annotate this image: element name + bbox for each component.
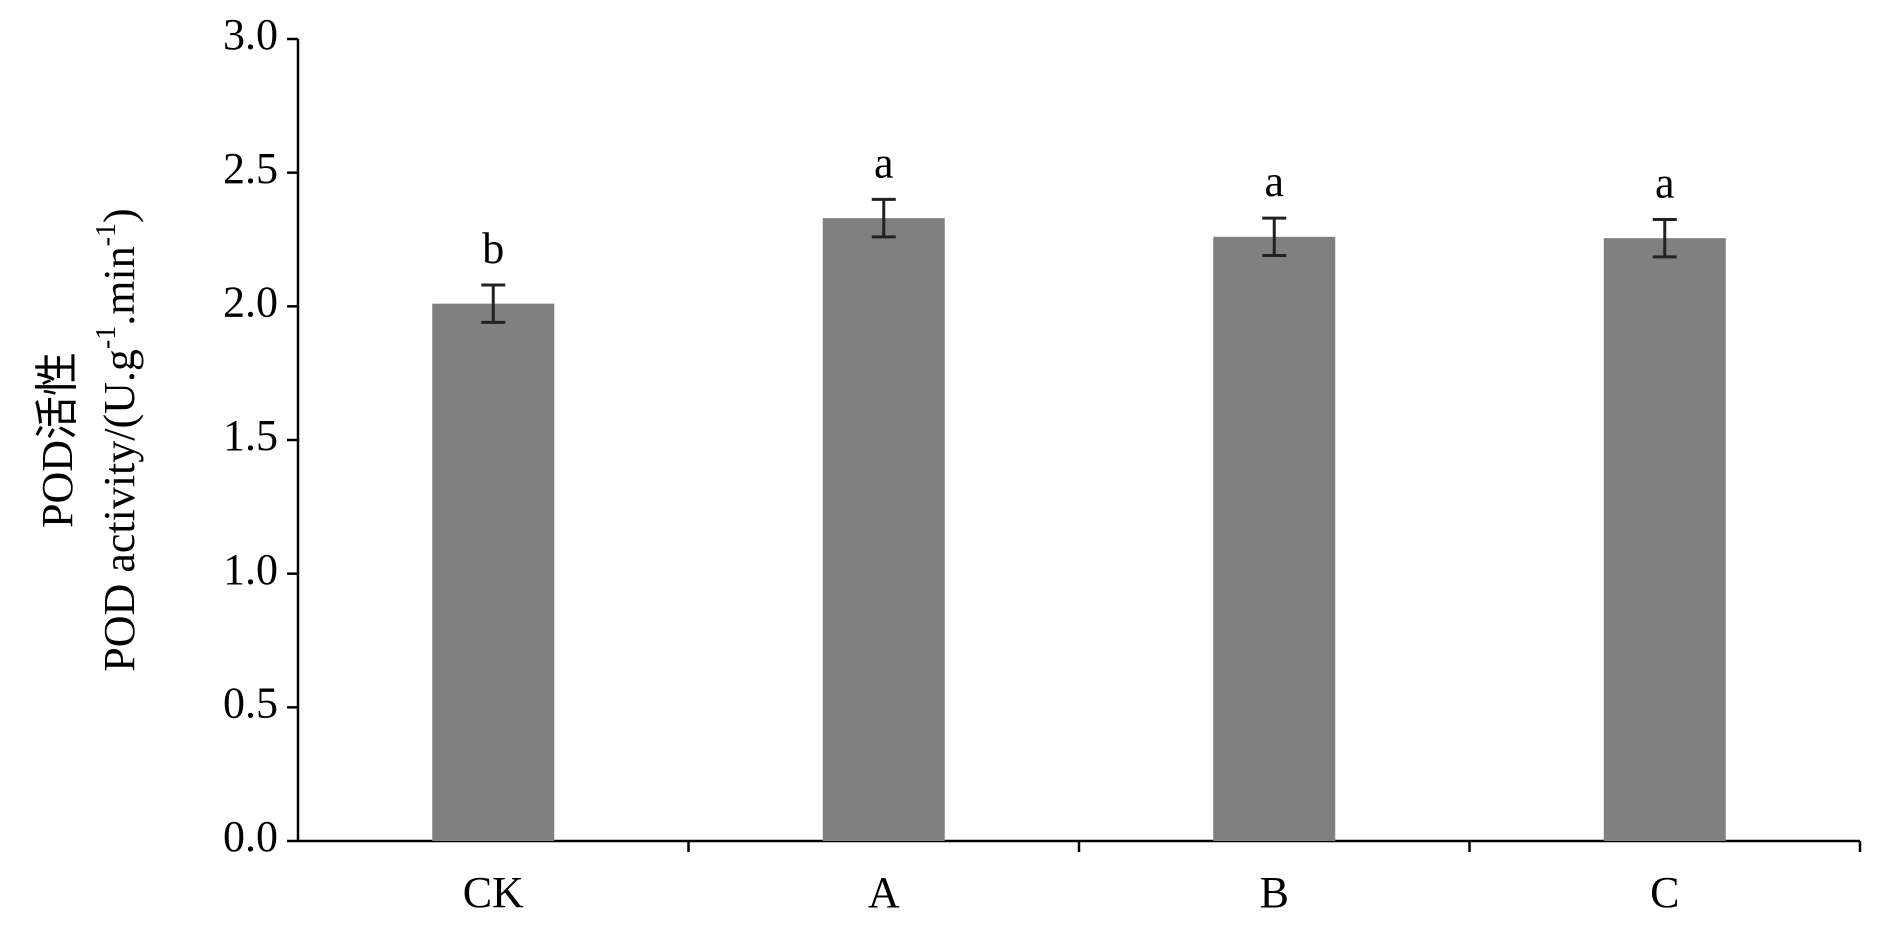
y-tick-label: 2.0 [223, 277, 278, 326]
label-part: POD activity/(U.g [95, 349, 144, 672]
significance-label: b [482, 224, 504, 273]
error-bar [481, 283, 506, 324]
x-tick-label: CK [463, 868, 524, 917]
y-axis-title-line: POD活性 [33, 352, 82, 528]
label-part: ) [95, 208, 144, 223]
y-tick-label: 0.5 [223, 678, 278, 727]
superscript: -1 [91, 326, 122, 349]
x-tick-label: C [1650, 868, 1679, 917]
error-bar [1262, 216, 1287, 258]
y-axis-title: POD activity/(U.g-1.min-1) [91, 208, 144, 671]
error-bar [1652, 217, 1677, 259]
label-part: .min [95, 246, 144, 325]
bar [432, 303, 555, 841]
y-tick-label: 2.5 [223, 144, 278, 193]
significance-label: a [874, 138, 894, 187]
y-axis-title: POD活性 [33, 352, 82, 528]
bar [822, 218, 945, 841]
bar [1213, 236, 1336, 841]
error-bar [871, 197, 896, 239]
superscript: -1 [91, 223, 122, 246]
bar [1603, 238, 1726, 841]
y-tick-label: 0.0 [223, 812, 278, 861]
significance-label: a [1264, 157, 1284, 206]
significance-label: a [1655, 159, 1675, 208]
y-tick-label: 1.5 [223, 411, 278, 460]
y-tick-label: 1.0 [223, 545, 278, 594]
x-tick-label: A [868, 868, 900, 917]
x-tick-label: B [1260, 868, 1289, 917]
y-tick-label: 3.0 [223, 10, 278, 59]
y-axis-title-line: POD activity/(U.g-1.min-1) [91, 208, 144, 671]
